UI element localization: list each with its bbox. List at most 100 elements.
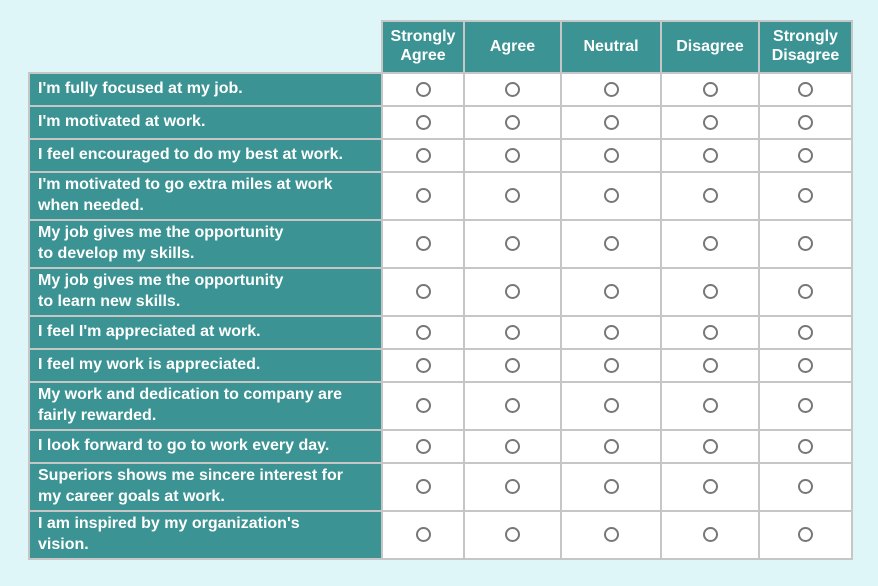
radio-cell[interactable] bbox=[381, 510, 465, 560]
radio-cell[interactable] bbox=[758, 171, 853, 221]
radio-cell[interactable] bbox=[560, 510, 662, 560]
radio-cell[interactable] bbox=[560, 138, 662, 173]
radio-button-row12-strongly-agree[interactable] bbox=[415, 527, 431, 543]
radio-cell[interactable] bbox=[758, 510, 853, 560]
radio-cell[interactable] bbox=[381, 105, 465, 140]
radio-cell[interactable] bbox=[463, 105, 562, 140]
radio-cell[interactable] bbox=[463, 462, 562, 512]
radio-button-row5-strongly-disagree[interactable] bbox=[798, 236, 813, 252]
radio-button-row2-neutral[interactable] bbox=[603, 114, 619, 130]
radio-button-row8-agree[interactable] bbox=[505, 357, 520, 373]
radio-cell[interactable] bbox=[463, 381, 562, 431]
radio-button-row7-agree[interactable] bbox=[505, 324, 520, 340]
radio-cell[interactable] bbox=[660, 381, 760, 431]
radio-button-row9-disagree[interactable] bbox=[702, 398, 718, 414]
radio-cell[interactable] bbox=[758, 72, 853, 107]
radio-button-row12-agree[interactable] bbox=[505, 527, 520, 543]
radio-cell[interactable] bbox=[560, 315, 662, 350]
radio-cell[interactable] bbox=[463, 510, 562, 560]
radio-button-row2-disagree[interactable] bbox=[702, 114, 718, 130]
radio-button-row5-agree[interactable] bbox=[505, 236, 520, 252]
radio-cell[interactable] bbox=[381, 381, 465, 431]
radio-cell[interactable] bbox=[463, 348, 562, 383]
radio-button-row1-strongly-agree[interactable] bbox=[415, 81, 431, 97]
radio-cell[interactable] bbox=[560, 267, 662, 317]
radio-cell[interactable] bbox=[463, 138, 562, 173]
radio-cell[interactable] bbox=[758, 381, 853, 431]
radio-cell[interactable] bbox=[758, 267, 853, 317]
radio-button-row10-neutral[interactable] bbox=[603, 438, 619, 454]
radio-button-row11-strongly-disagree[interactable] bbox=[798, 479, 813, 495]
radio-cell[interactable] bbox=[660, 72, 760, 107]
radio-button-row9-neutral[interactable] bbox=[603, 398, 619, 414]
radio-cell[interactable] bbox=[560, 219, 662, 269]
radio-cell[interactable] bbox=[381, 72, 465, 107]
radio-cell[interactable] bbox=[463, 72, 562, 107]
radio-button-row4-strongly-disagree[interactable] bbox=[798, 188, 813, 204]
radio-button-row3-neutral[interactable] bbox=[603, 147, 619, 163]
radio-cell[interactable] bbox=[660, 462, 760, 512]
radio-cell[interactable] bbox=[758, 105, 853, 140]
radio-button-row2-strongly-agree[interactable] bbox=[415, 114, 431, 130]
radio-cell[interactable] bbox=[381, 315, 465, 350]
radio-cell[interactable] bbox=[660, 348, 760, 383]
radio-button-row5-strongly-agree[interactable] bbox=[415, 236, 431, 252]
radio-button-row2-agree[interactable] bbox=[505, 114, 520, 130]
radio-button-row9-strongly-disagree[interactable] bbox=[798, 398, 813, 414]
radio-cell[interactable] bbox=[560, 171, 662, 221]
radio-cell[interactable] bbox=[758, 429, 853, 464]
radio-button-row11-disagree[interactable] bbox=[702, 479, 718, 495]
radio-button-row7-strongly-disagree[interactable] bbox=[798, 324, 813, 340]
radio-button-row1-agree[interactable] bbox=[505, 81, 520, 97]
radio-button-row6-strongly-agree[interactable] bbox=[415, 284, 431, 300]
radio-cell[interactable] bbox=[560, 348, 662, 383]
radio-cell[interactable] bbox=[463, 171, 562, 221]
radio-button-row8-neutral[interactable] bbox=[603, 357, 619, 373]
radio-button-row4-neutral[interactable] bbox=[603, 188, 619, 204]
radio-button-row8-strongly-agree[interactable] bbox=[415, 357, 431, 373]
radio-cell[interactable] bbox=[758, 462, 853, 512]
radio-button-row7-strongly-agree[interactable] bbox=[415, 324, 431, 340]
radio-cell[interactable] bbox=[660, 171, 760, 221]
radio-cell[interactable] bbox=[381, 348, 465, 383]
radio-button-row3-disagree[interactable] bbox=[702, 147, 718, 163]
radio-button-row6-disagree[interactable] bbox=[702, 284, 718, 300]
radio-button-row1-neutral[interactable] bbox=[603, 81, 619, 97]
radio-button-row11-strongly-agree[interactable] bbox=[415, 479, 431, 495]
radio-button-row2-strongly-disagree[interactable] bbox=[798, 114, 813, 130]
radio-cell[interactable] bbox=[463, 315, 562, 350]
radio-button-row4-disagree[interactable] bbox=[702, 188, 718, 204]
radio-cell[interactable] bbox=[660, 105, 760, 140]
radio-cell[interactable] bbox=[560, 105, 662, 140]
radio-button-row10-strongly-disagree[interactable] bbox=[798, 438, 813, 454]
radio-button-row6-strongly-disagree[interactable] bbox=[798, 284, 813, 300]
radio-button-row10-disagree[interactable] bbox=[702, 438, 718, 454]
radio-button-row5-disagree[interactable] bbox=[702, 236, 718, 252]
radio-button-row6-neutral[interactable] bbox=[603, 284, 619, 300]
radio-button-row7-neutral[interactable] bbox=[603, 324, 619, 340]
radio-button-row12-strongly-disagree[interactable] bbox=[798, 527, 813, 543]
radio-cell[interactable] bbox=[381, 138, 465, 173]
radio-cell[interactable] bbox=[758, 348, 853, 383]
radio-button-row11-agree[interactable] bbox=[505, 479, 520, 495]
radio-cell[interactable] bbox=[660, 138, 760, 173]
radio-button-row12-neutral[interactable] bbox=[603, 527, 619, 543]
radio-cell[interactable] bbox=[463, 219, 562, 269]
radio-button-row8-strongly-disagree[interactable] bbox=[798, 357, 813, 373]
radio-button-row10-strongly-agree[interactable] bbox=[415, 438, 431, 454]
radio-button-row3-agree[interactable] bbox=[505, 147, 520, 163]
radio-cell[interactable] bbox=[381, 219, 465, 269]
radio-button-row1-disagree[interactable] bbox=[702, 81, 718, 97]
radio-button-row3-strongly-disagree[interactable] bbox=[798, 147, 813, 163]
radio-cell[interactable] bbox=[758, 315, 853, 350]
radio-button-row3-strongly-agree[interactable] bbox=[415, 147, 431, 163]
radio-button-row12-disagree[interactable] bbox=[702, 527, 718, 543]
radio-cell[interactable] bbox=[381, 267, 465, 317]
radio-button-row7-disagree[interactable] bbox=[702, 324, 718, 340]
radio-cell[interactable] bbox=[560, 381, 662, 431]
radio-button-row8-disagree[interactable] bbox=[702, 357, 718, 373]
radio-button-row10-agree[interactable] bbox=[505, 438, 520, 454]
radio-button-row4-agree[interactable] bbox=[505, 188, 520, 204]
radio-button-row11-neutral[interactable] bbox=[603, 479, 619, 495]
radio-cell[interactable] bbox=[660, 219, 760, 269]
